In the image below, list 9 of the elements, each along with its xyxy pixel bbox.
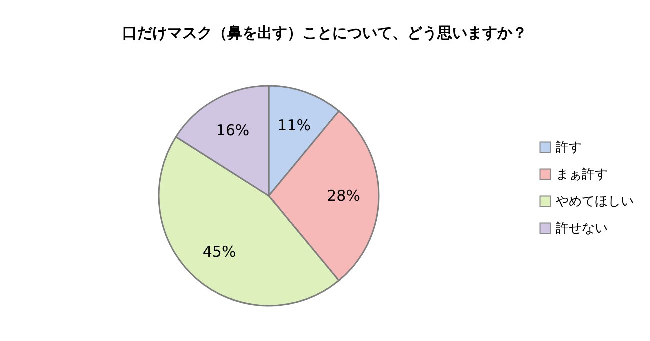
legend-label: 許す <box>556 140 582 156</box>
data-label: 11% <box>278 116 312 135</box>
legend-label: 許せない <box>556 222 608 236</box>
legend-label: やめてほしい <box>556 194 634 210</box>
data-label: 45% <box>202 243 236 262</box>
legend-label: まぁ許す <box>556 168 608 182</box>
chart-title: 口だけマスク（鼻を出す）ことについて、どう思いますか？ <box>122 24 528 42</box>
data-label: 16% <box>216 121 250 140</box>
data-label: 28% <box>327 187 360 205</box>
